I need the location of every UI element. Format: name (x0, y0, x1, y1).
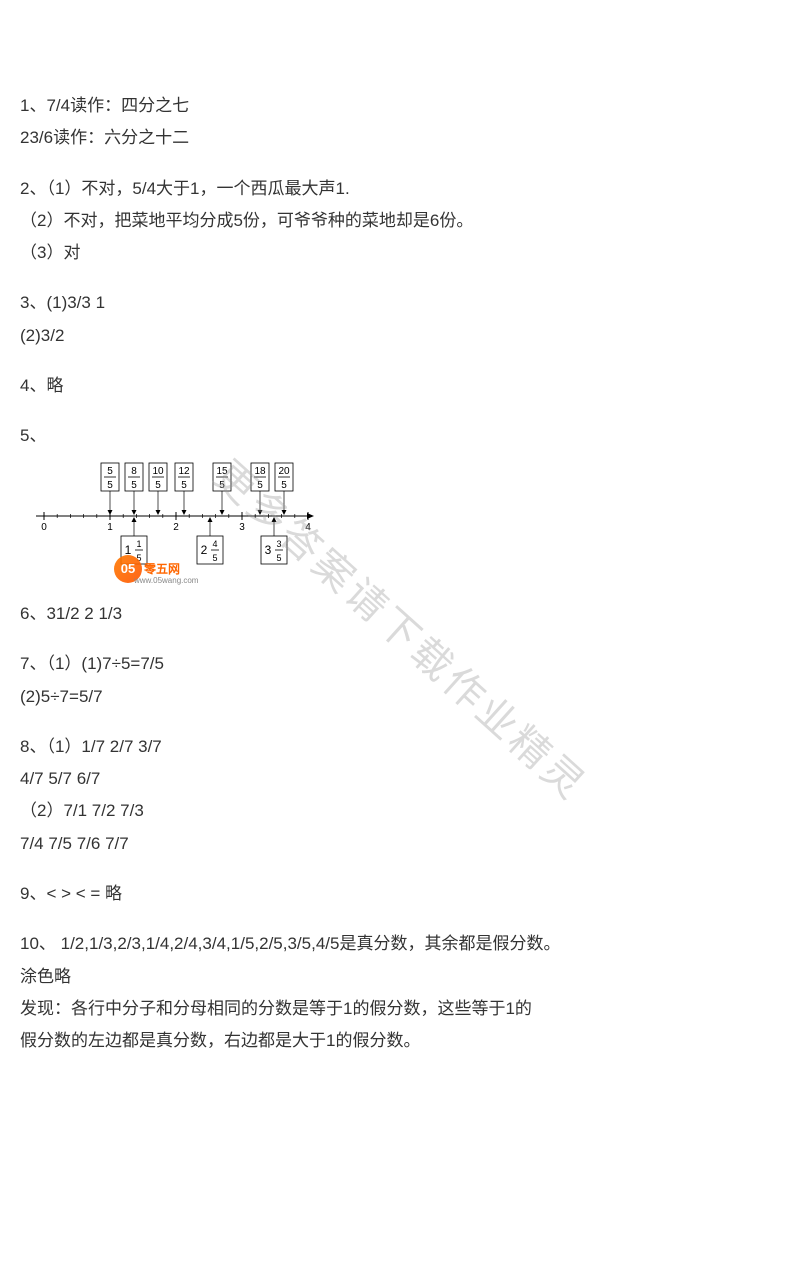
answer-2-a: 2、（1）不对，5/4大于1，一个西瓜最大声1. (20, 173, 780, 205)
svg-text:5: 5 (155, 480, 161, 491)
answer-7-a: 7、（1）(1)7÷5=7/5 (20, 648, 780, 680)
answer-9: 9、< > < = 略 (20, 878, 780, 910)
svg-text:5: 5 (276, 553, 281, 563)
svg-text:15: 15 (216, 466, 228, 477)
svg-text:2: 2 (201, 543, 208, 557)
svg-text:18: 18 (254, 466, 266, 477)
svg-text:5: 5 (107, 466, 113, 477)
answer-10-d: 假分数的左边都是真分数，右边都是大于1的假分数。 (20, 1025, 780, 1057)
watermark-logo-url: www.05wang.com (134, 573, 198, 588)
answer-3-b: (2)3/2 (20, 320, 780, 352)
answer-8-c: （2）7/1 7/2 7/3 (20, 795, 780, 827)
answer-8-d: 7/4 7/5 7/6 7/7 (20, 828, 780, 860)
svg-text:5: 5 (219, 480, 225, 491)
answer-10-b: 涂色略 (20, 961, 780, 993)
answer-1-b: 23/6读作：六分之十二 (20, 122, 780, 154)
svg-text:2: 2 (173, 522, 179, 533)
answer-3-a: 3、(1)3/3 1 (20, 287, 780, 319)
svg-text:5: 5 (257, 480, 263, 491)
answer-6: 6、31/2 2 1/3 (20, 598, 780, 630)
svg-text:5: 5 (212, 553, 217, 563)
answer-4: 4、略 (20, 370, 780, 402)
svg-text:5: 5 (281, 480, 287, 491)
svg-text:5: 5 (131, 480, 137, 491)
answer-10-a: 10、 1/2,1/3,2/3,1/4,2/4,3/4,1/5,2/5,3/5,… (20, 928, 780, 960)
svg-text:5: 5 (181, 480, 187, 491)
svg-text:10: 10 (152, 466, 164, 477)
svg-text:0: 0 (41, 522, 47, 533)
svg-text:4: 4 (212, 539, 217, 549)
answer-8-a: 8、（1）1/7 2/7 3/7 (20, 731, 780, 763)
answer-7-b: (2)5÷7=5/7 (20, 681, 780, 713)
svg-text:3: 3 (276, 539, 281, 549)
answer-1-a: 1、7/4读作：四分之七 (20, 90, 780, 122)
answer-2-c: （3）对 (20, 237, 780, 269)
svg-text:3: 3 (239, 522, 245, 533)
svg-text:4: 4 (305, 522, 311, 533)
svg-text:5: 5 (107, 480, 113, 491)
number-line-figure: 012345585105125155185205115245335 (30, 459, 318, 569)
answer-5-label: 5、 (20, 420, 780, 452)
answer-8-b: 4/7 5/7 6/7 (20, 763, 780, 795)
svg-text:1: 1 (136, 539, 141, 549)
svg-text:1: 1 (107, 522, 113, 533)
answer-2-b: （2）不对，把菜地平均分成5份，可爷爷种的菜地却是6份。 (20, 205, 780, 237)
svg-text:12: 12 (178, 466, 190, 477)
answer-10-c: 发现：各行中分子和分母相同的分数是等于1的假分数，这些等于1的 (20, 993, 780, 1025)
svg-text:3: 3 (265, 543, 272, 557)
svg-text:8: 8 (131, 466, 137, 477)
svg-text:20: 20 (278, 466, 290, 477)
